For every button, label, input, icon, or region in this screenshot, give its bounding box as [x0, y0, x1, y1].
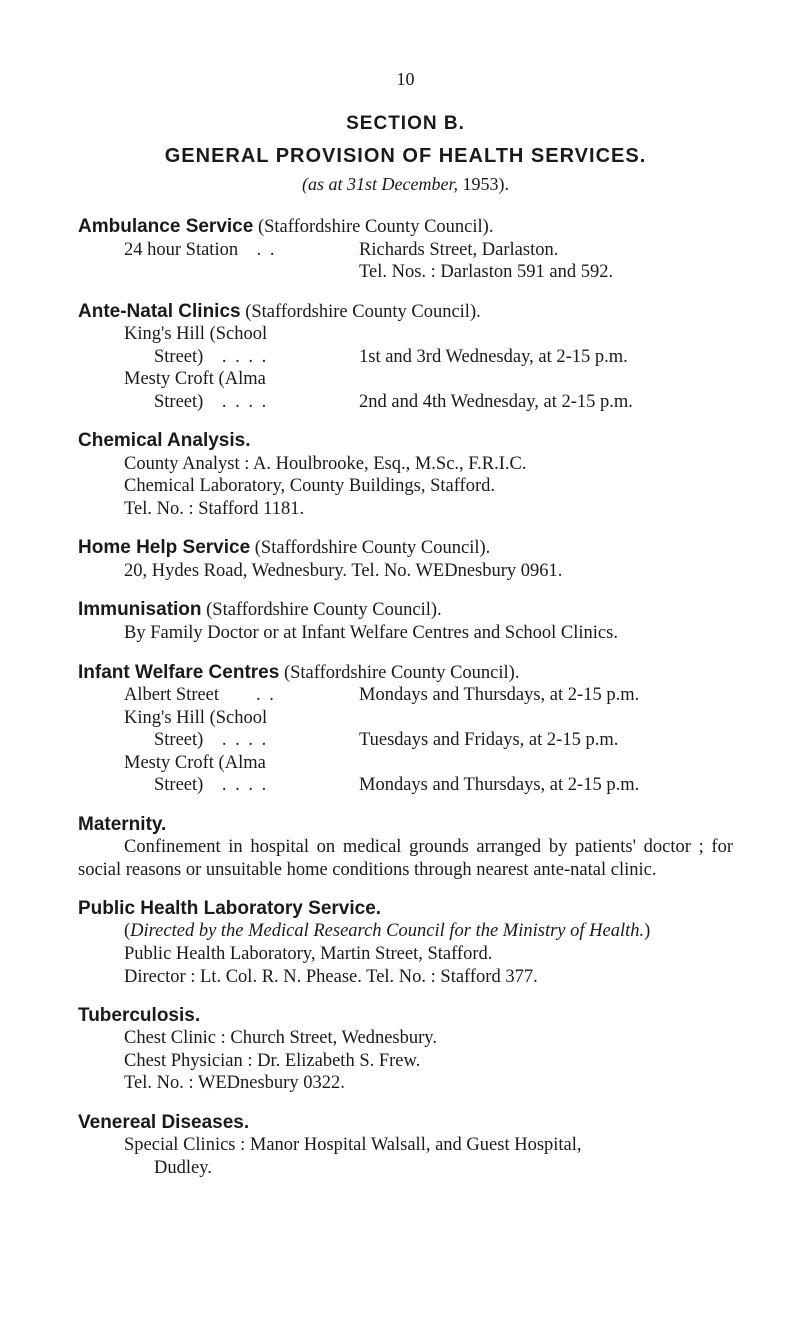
ambulance-r1-l: 24 hour Station	[124, 240, 238, 260]
infant-m1b: Street) . . . . Mondays and Thursdays, a…	[78, 774, 733, 797]
tb-heading: Tuberculosis.	[78, 1004, 733, 1027]
homehelp-l1: 20, Hydes Road, Wednesbury. Tel. No. WED…	[78, 560, 733, 583]
infant-heading: Infant Welfare Centres	[78, 662, 279, 683]
antenatal-k1b-right: 1st and 3rd Wednesday, at 2-15 p.m.	[359, 346, 733, 369]
infant-al: Albert Street . . Mondays and Thursdays,…	[78, 684, 733, 707]
infant-block: Infant Welfare Centres (Staffordshire Co…	[78, 661, 733, 797]
antenatal-k1b-left: Street) . . . .	[154, 346, 359, 369]
infant-m1b-right: Mondays and Thursdays, at 2-15 p.m.	[359, 774, 733, 797]
infant-al-dots: . .	[256, 685, 276, 705]
main-title: GENERAL PROVISION OF HEALTH SERVICES.	[78, 144, 733, 169]
vd-block: Venereal Diseases. Special Clinics : Man…	[78, 1111, 733, 1179]
subtitle-year: 1953).	[458, 174, 509, 194]
chemical-block: Chemical Analysis. County Analyst : A. H…	[78, 429, 733, 520]
maternity-body: Confinement in hospital on medical groun…	[78, 836, 733, 881]
immunisation-block: Immunisation (Staffordshire County Counc…	[78, 598, 733, 644]
subtitle: (as at 31st December, 1953).	[78, 173, 733, 195]
immunisation-tail: (Staffordshire County Council).	[202, 600, 442, 620]
antenatal-block: Ante-Natal Clinics (Staffordshire County…	[78, 300, 733, 414]
infant-k1b-l: Street)	[154, 730, 203, 750]
homehelp-heading: Home Help Service	[78, 537, 250, 558]
immunisation-heading-line: Immunisation (Staffordshire County Counc…	[78, 598, 733, 622]
vd-l1b: Dudley.	[78, 1157, 733, 1180]
infant-m1b-dots: . . . .	[222, 775, 268, 795]
phls-heading: Public Health Laboratory Service.	[78, 897, 733, 920]
infant-al-right: Mondays and Thursdays, at 2-15 p.m.	[359, 684, 733, 707]
subtitle-open: (as at	[302, 174, 347, 194]
chemical-heading: Chemical Analysis.	[78, 429, 733, 452]
infant-heading-line: Infant Welfare Centres (Staffordshire Co…	[78, 661, 733, 685]
ambulance-r1-dots: . .	[257, 240, 277, 260]
ambulance-row1-left: 24 hour Station . .	[124, 239, 359, 262]
tb-l1: Chest Clinic : Church Street, Wednesbury…	[78, 1027, 733, 1050]
ambulance-r1-right: Richards Street, Darlaston.	[359, 239, 733, 262]
infant-m1a: Mesty Croft (Alma	[78, 752, 733, 775]
infant-k1b-right: Tuesdays and Fridays, at 2-15 p.m.	[359, 729, 733, 752]
vd-heading: Venereal Diseases.	[78, 1111, 733, 1134]
homehelp-block: Home Help Service (Staffordshire County …	[78, 536, 733, 582]
subtitle-d2: st	[365, 174, 377, 194]
infant-k1b-left: Street) . . . .	[154, 729, 359, 752]
ambulance-r2-right: Tel. Nos. : Darlaston 591 and 592.	[359, 261, 733, 284]
antenatal-m1b-left: Street) . . . .	[154, 391, 359, 414]
antenatal-heading-line: Ante-Natal Clinics (Staffordshire County…	[78, 300, 733, 324]
subtitle-d1: 31	[347, 174, 365, 194]
antenatal-m1b: Street) . . . . 2nd and 4th Wednesday, a…	[78, 391, 733, 414]
phls-directed: (Directed by the Medical Research Counci…	[78, 920, 733, 943]
vd-l1a: Special Clinics : Manor Hospital Walsall…	[78, 1134, 733, 1157]
tb-block: Tuberculosis. Chest Clinic : Church Stre…	[78, 1004, 733, 1095]
immunisation-heading: Immunisation	[78, 599, 202, 620]
chemical-l2: Chemical Laboratory, County Buildings, S…	[78, 475, 733, 498]
chemical-l1: County Analyst : A. Houlbrooke, Esq., M.…	[78, 453, 733, 476]
subtitle-d3: December,	[377, 174, 458, 194]
antenatal-m1b-dots: . . . .	[222, 392, 268, 412]
antenatal-m1a: Mesty Croft (Alma	[78, 368, 733, 391]
phls-l2: Public Health Laboratory, Martin Street,…	[78, 943, 733, 966]
homehelp-heading-line: Home Help Service (Staffordshire County …	[78, 536, 733, 560]
chemical-l3: Tel. No. : Stafford 1181.	[78, 498, 733, 521]
antenatal-k1b-l: Street)	[154, 347, 203, 367]
ambulance-tail: (Staffordshire County Council).	[253, 217, 493, 237]
infant-al-left: Albert Street . .	[124, 684, 359, 707]
phls-close: )	[644, 921, 650, 941]
ambulance-heading: Ambulance Service	[78, 216, 253, 237]
page-number: 10	[78, 68, 733, 90]
infant-tail: (Staffordshire County Council).	[279, 663, 519, 683]
maternity-block: Maternity. Confinement in hospital on me…	[78, 813, 733, 881]
homehelp-tail: (Staffordshire County Council).	[250, 538, 490, 558]
ambulance-block: Ambulance Service (Staffordshire County …	[78, 215, 733, 284]
antenatal-k1b: Street) . . . . 1st and 3rd Wednesday, a…	[78, 346, 733, 369]
antenatal-heading: Ante-Natal Clinics	[78, 301, 241, 322]
infant-k1b: Street) . . . . Tuesdays and Fridays, at…	[78, 729, 733, 752]
section-label: SECTION B.	[78, 112, 733, 136]
antenatal-tail: (Staffordshire County Council).	[241, 302, 481, 322]
phls-ital: Directed by the Medical Research Council…	[130, 921, 644, 941]
ambulance-row1: 24 hour Station . . Richards Street, Dar…	[78, 239, 733, 262]
infant-m1b-l: Street)	[154, 775, 203, 795]
page: 10 SECTION B. GENERAL PROVISION OF HEALT…	[0, 0, 801, 1179]
antenatal-k1a: King's Hill (School	[78, 323, 733, 346]
infant-al-l: Albert Street	[124, 685, 219, 705]
infant-k1b-dots: . . . .	[222, 730, 268, 750]
immunisation-body: By Family Doctor or at Infant Welfare Ce…	[78, 622, 733, 645]
phls-block: Public Health Laboratory Service. (Direc…	[78, 897, 733, 988]
ambulance-r2-l	[124, 261, 359, 284]
maternity-heading: Maternity.	[78, 813, 733, 836]
tb-l3: Tel. No. : WEDnesbury 0322.	[78, 1072, 733, 1095]
antenatal-m1b-l: Street)	[154, 392, 203, 412]
infant-m1b-left: Street) . . . .	[154, 774, 359, 797]
antenatal-m1b-right: 2nd and 4th Wednesday, at 2-15 p.m.	[359, 391, 733, 414]
tb-l2: Chest Physician : Dr. Elizabeth S. Frew.	[78, 1050, 733, 1073]
infant-k1a: King's Hill (School	[78, 707, 733, 730]
phls-l3: Director : Lt. Col. R. N. Phease. Tel. N…	[78, 966, 733, 989]
ambulance-heading-line: Ambulance Service (Staffordshire County …	[78, 215, 733, 239]
antenatal-k1b-dots: . . . .	[222, 347, 268, 367]
ambulance-row2: Tel. Nos. : Darlaston 591 and 592.	[78, 261, 733, 284]
